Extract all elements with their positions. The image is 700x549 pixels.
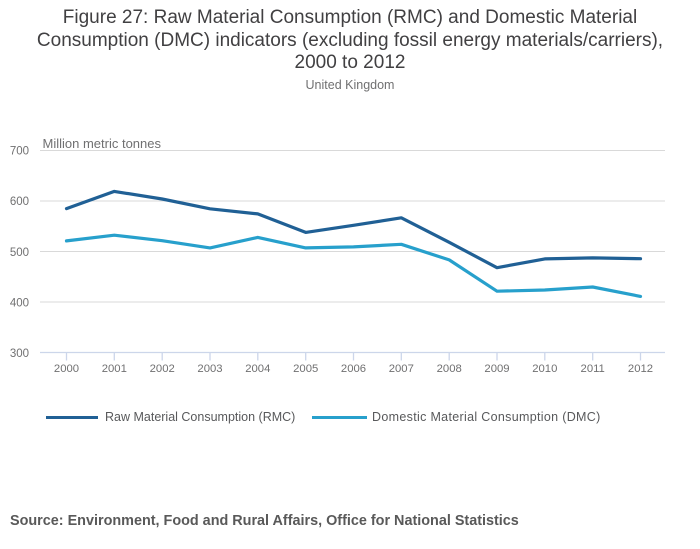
svg-text:2006: 2006 [341, 363, 366, 375]
svg-text:2012: 2012 [628, 363, 653, 375]
svg-text:700: 700 [10, 146, 29, 158]
svg-text:300: 300 [10, 348, 29, 360]
svg-text:600: 600 [10, 196, 29, 208]
svg-text:2010: 2010 [532, 363, 557, 375]
svg-text:2007: 2007 [389, 363, 414, 375]
svg-text:2003: 2003 [197, 363, 222, 375]
svg-text:2004: 2004 [245, 363, 270, 375]
svg-text:500: 500 [10, 247, 29, 259]
svg-text:2001: 2001 [102, 363, 127, 375]
svg-text:2008: 2008 [437, 363, 462, 375]
svg-text:400: 400 [10, 297, 29, 309]
svg-text:2011: 2011 [581, 363, 605, 375]
svg-text:2000: 2000 [54, 363, 79, 375]
svg-text:2002: 2002 [150, 363, 175, 375]
svg-text:2009: 2009 [484, 363, 509, 375]
svg-text:2005: 2005 [293, 363, 318, 375]
